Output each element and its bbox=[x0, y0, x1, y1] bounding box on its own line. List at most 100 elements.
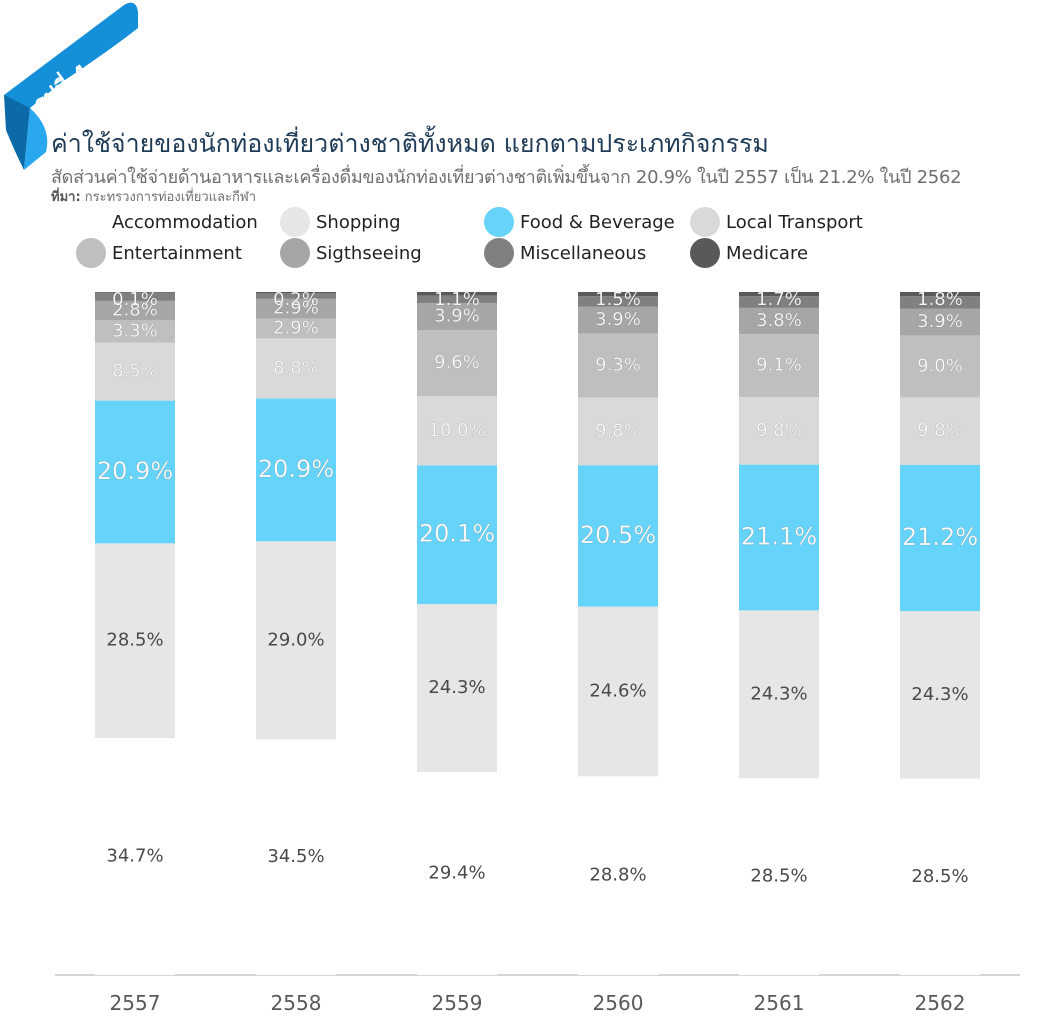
bar-segment-food-beverage-2558 bbox=[256, 398, 336, 542]
bar-segment-local-transport-2561 bbox=[739, 396, 819, 465]
data-label-entertainment-2562: 9.0% bbox=[917, 355, 963, 376]
data-label-entertainment-2561: 9.1% bbox=[756, 355, 802, 376]
data-label-local-transport-2560: 9.8% bbox=[595, 420, 641, 441]
bar-segment-accommodation-2561 bbox=[739, 778, 819, 975]
data-label-local-transport-2557: 8.5% bbox=[112, 361, 158, 382]
data-label-sigthseeing-2559: 3.9% bbox=[434, 306, 480, 327]
legend-item-sightseeing: Sigthseeing bbox=[280, 237, 422, 269]
bar-segment-medicare-2561 bbox=[739, 292, 819, 297]
legend-label-accommodation: Accommodation bbox=[112, 211, 258, 233]
data-label-local-transport-2562: 9.8% bbox=[917, 420, 963, 441]
legend-label-food-beverage: Food & Beverage bbox=[520, 211, 675, 233]
data-label-accommodation-2557: 34.7% bbox=[106, 845, 163, 866]
data-label-sigthseeing-2560: 3.9% bbox=[595, 309, 641, 330]
bar-segment-sigthseeing-2559 bbox=[417, 303, 497, 330]
data-label-medicare-2562: 1.8% bbox=[917, 289, 963, 310]
bar-segment-local-transport-2560 bbox=[578, 397, 658, 466]
data-label-shopping-2561: 24.3% bbox=[750, 683, 807, 704]
legend-label-shopping: Shopping bbox=[316, 211, 401, 233]
bar-segment-entertainment-2562 bbox=[900, 335, 980, 398]
data-label-food-beverage-2561: 21.1% bbox=[741, 523, 817, 551]
x-tick-label-2557: 2557 bbox=[110, 991, 161, 1015]
data-label-shopping-2559: 24.3% bbox=[428, 677, 485, 698]
data-label-sigthseeing-2558: 2.9% bbox=[273, 298, 319, 319]
chart-title: ค่าใช้จ่ายของนักท่องเที่ยวต่างชาติทั้งหม… bbox=[51, 129, 769, 158]
bar-segment-sigthseeing-2560 bbox=[578, 306, 658, 334]
bar-segment-food-beverage-2557 bbox=[95, 400, 175, 544]
data-label-entertainment-2560: 9.3% bbox=[595, 354, 641, 375]
data-label-medicare-2560: 1.5% bbox=[595, 289, 641, 310]
legend-swatch-shopping bbox=[280, 207, 310, 237]
x-tick-label-2559: 2559 bbox=[432, 991, 483, 1015]
legend-label-local-transport: Local Transport bbox=[726, 211, 863, 233]
bar-segment-medicare-2558 bbox=[256, 292, 336, 294]
legend-item-food-beverage: Food & Beverage bbox=[484, 206, 675, 238]
legend-swatch-accommodation bbox=[76, 207, 106, 237]
bar-segment-food-beverage-2559 bbox=[417, 465, 497, 605]
data-label-medicare-2559: 1.1% bbox=[434, 289, 480, 310]
legend-item-miscellaneous: Miscellaneous bbox=[484, 237, 646, 269]
data-label-medicare-2557: 0.1% bbox=[112, 289, 158, 310]
bar-segment-shopping-2560 bbox=[578, 606, 658, 777]
bar-segment-shopping-2562 bbox=[900, 611, 980, 779]
bar-segment-entertainment-2558 bbox=[256, 318, 336, 339]
chart-source: ที่มา: กระทรวงการท่องเที่ยวและกีฬา bbox=[51, 186, 256, 207]
bar-segment-entertainment-2561 bbox=[739, 334, 819, 397]
legend-label-medicare: Medicare bbox=[726, 242, 809, 264]
legend-swatch-sightseeing bbox=[280, 238, 310, 268]
data-label-accommodation-2561: 28.5% bbox=[750, 866, 807, 887]
data-label-sigthseeing-2557: 2.8% bbox=[112, 299, 158, 320]
data-label-shopping-2557: 28.5% bbox=[106, 630, 163, 651]
data-label-accommodation-2558: 34.5% bbox=[267, 846, 324, 867]
data-label-shopping-2558: 29.0% bbox=[267, 629, 324, 650]
legend-swatch-medicare bbox=[690, 238, 720, 268]
data-label-local-transport-2561: 9.8% bbox=[756, 420, 802, 441]
data-label-medicare-2558: 0.2% bbox=[273, 289, 319, 310]
bar-segment-sigthseeing-2561 bbox=[739, 307, 819, 335]
data-label-accommodation-2562: 28.5% bbox=[911, 866, 968, 887]
bar-segment-entertainment-2560 bbox=[578, 333, 658, 398]
legend-swatch-food-beverage bbox=[484, 207, 514, 237]
data-label-sigthseeing-2562: 3.9% bbox=[917, 311, 963, 332]
bar-segment-accommodation-2558 bbox=[256, 739, 336, 975]
bar-segment-shopping-2557 bbox=[95, 543, 175, 738]
bar-segment-sigthseeing-2557 bbox=[95, 300, 175, 321]
legend-item-entertainment: Entertainment bbox=[76, 237, 242, 269]
x-tick-label-2562: 2562 bbox=[915, 991, 966, 1015]
bar-segment-shopping-2558 bbox=[256, 541, 336, 740]
legend-item-local-transport: Local Transport bbox=[690, 206, 863, 238]
data-label-food-beverage-2557: 20.9% bbox=[97, 457, 173, 485]
data-label-food-beverage-2559: 20.1% bbox=[419, 520, 495, 548]
bar-segment-medicare-2557 bbox=[95, 292, 175, 293]
bar-segment-accommodation-2557 bbox=[95, 737, 175, 975]
chart-subtitle: สัดส่วนค่าใช้จ่ายด้านอาหารและเครื่องดื่ม… bbox=[51, 167, 962, 188]
bar-segment-local-transport-2557 bbox=[95, 342, 175, 401]
x-tick-label-2560: 2560 bbox=[593, 991, 644, 1015]
legend-label-miscellaneous: Miscellaneous bbox=[520, 242, 647, 264]
legend-swatch-entertainment bbox=[76, 238, 106, 268]
legend-item-medicare: Medicare bbox=[690, 237, 808, 269]
data-label-shopping-2560: 24.6% bbox=[589, 680, 646, 701]
data-label-entertainment-2559: 9.6% bbox=[434, 352, 480, 373]
bar-segment-shopping-2559 bbox=[417, 604, 497, 772]
data-label-sigthseeing-2561: 3.8% bbox=[756, 310, 802, 331]
bar-segment-local-transport-2562 bbox=[900, 397, 980, 465]
data-label-shopping-2562: 24.3% bbox=[911, 684, 968, 705]
source-label: ที่มา: bbox=[51, 190, 81, 205]
legend-swatch-local-transport bbox=[690, 207, 720, 237]
bar-segment-food-beverage-2560 bbox=[578, 465, 658, 607]
legend-item-shopping: Shopping bbox=[280, 206, 401, 238]
data-label-food-beverage-2562: 21.2% bbox=[902, 523, 978, 551]
legend-label-sightseeing: Sigthseeing bbox=[316, 242, 422, 264]
data-label-local-transport-2558: 8.8% bbox=[273, 357, 319, 378]
bar-segment-miscellaneous-2558 bbox=[256, 293, 336, 299]
legend-label-entertainment: Entertainment bbox=[112, 242, 242, 264]
x-tick-label-2561: 2561 bbox=[754, 991, 805, 1015]
source-text: กระทรวงการท่องเที่ยวและกีฬา bbox=[84, 190, 257, 205]
bar-segment-miscellaneous-2561 bbox=[739, 296, 819, 308]
data-label-medicare-2561: 1.7% bbox=[756, 289, 802, 310]
bar-segment-medicare-2562 bbox=[900, 292, 980, 297]
bar-segment-sigthseeing-2562 bbox=[900, 308, 980, 336]
bar-segment-miscellaneous-2557 bbox=[95, 292, 175, 301]
